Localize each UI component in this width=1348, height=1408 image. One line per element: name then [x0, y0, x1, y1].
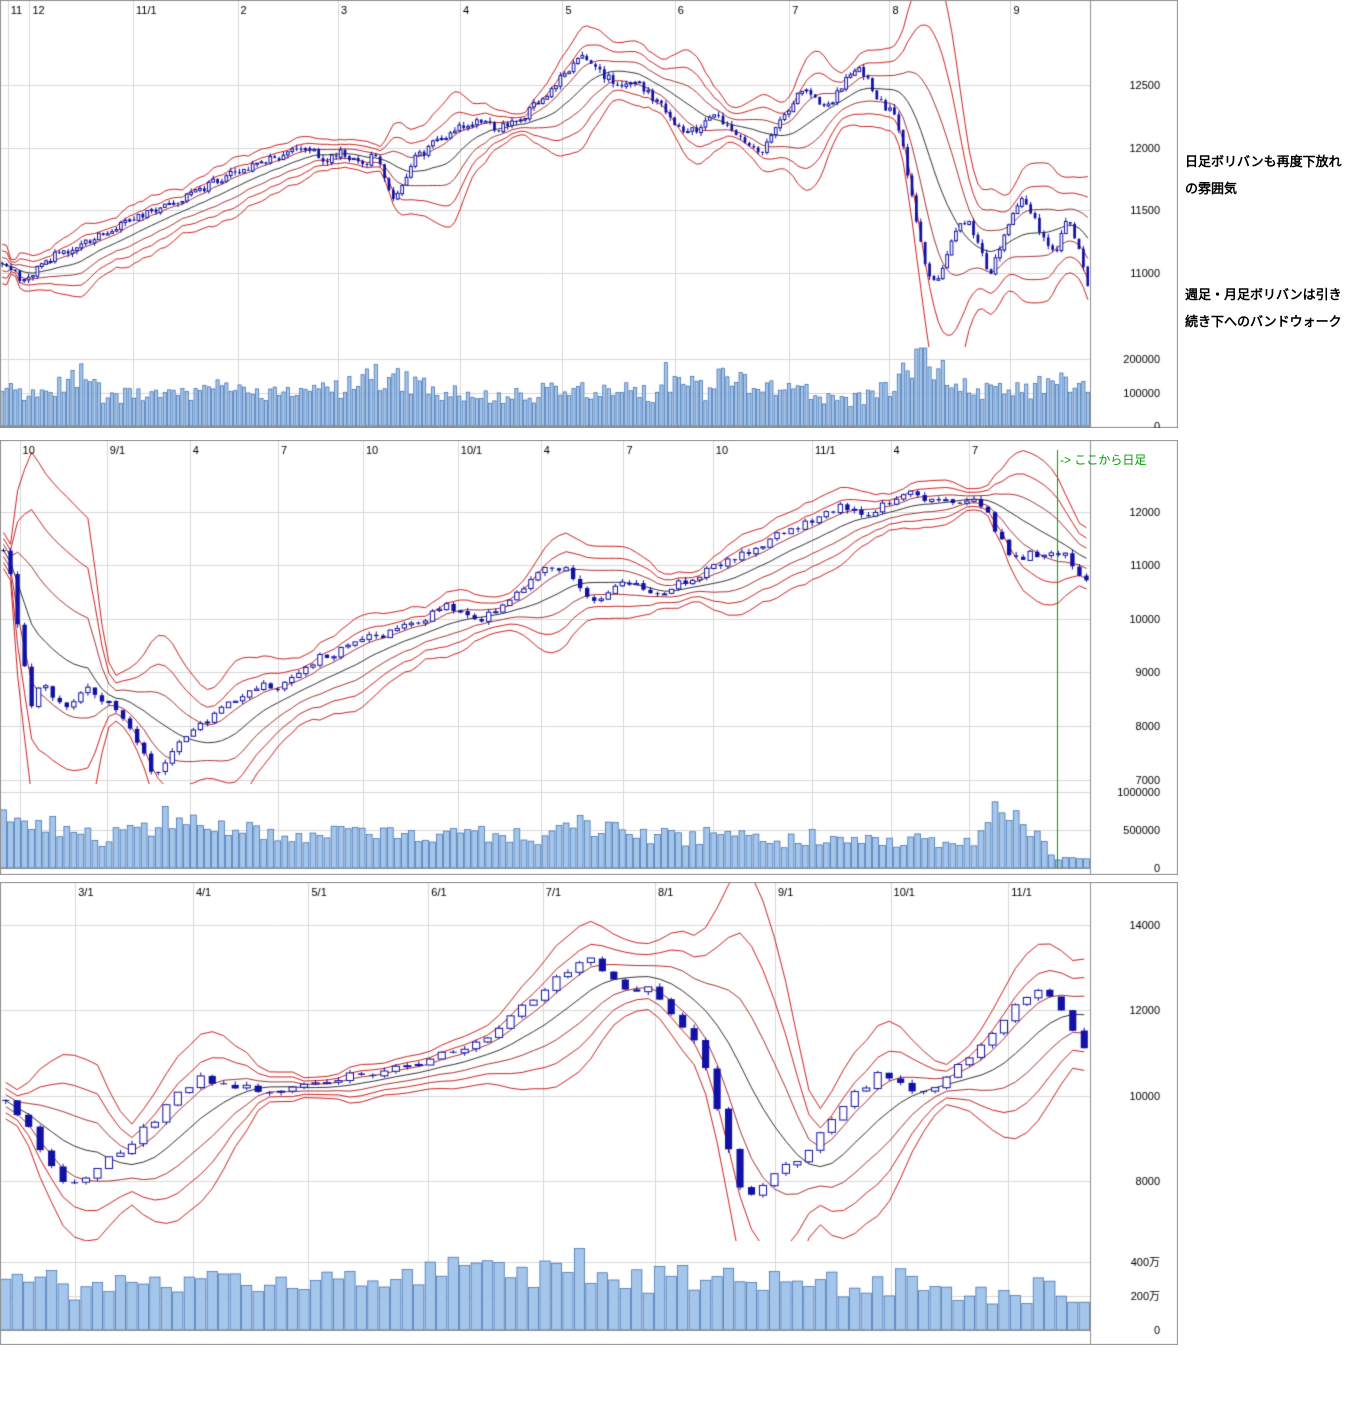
side-annotation-daily: 日足ボリバンも再度下放れ の雰囲気 [1185, 148, 1348, 202]
monthly-chart-panel [0, 882, 1178, 1345]
daily-chart-panel [0, 0, 1178, 428]
side-annotation-daily-line2: の雰囲気 [1185, 181, 1238, 196]
weekly-chart-panel: -> ここから日足 [0, 440, 1178, 875]
side-annotation-weekly-monthly: 週足・月足ボリバンは引き 続き下へのバンドウォーク [1185, 281, 1348, 335]
weekly-candlestick-chart [0, 440, 1178, 875]
daily-candlestick-chart [0, 0, 1178, 428]
side-annotation-weekly-monthly-line2: 続き下へのバンドウォーク [1185, 314, 1342, 329]
monthly-candlestick-chart [0, 882, 1178, 1345]
side-annotation-weekly-monthly-line1: 週足・月足ボリバンは引き [1185, 287, 1342, 302]
side-annotation-daily-line1: 日足ボリバンも再度下放れ [1185, 154, 1342, 169]
daily-start-marker-label: -> ここから日足 [1060, 453, 1147, 467]
